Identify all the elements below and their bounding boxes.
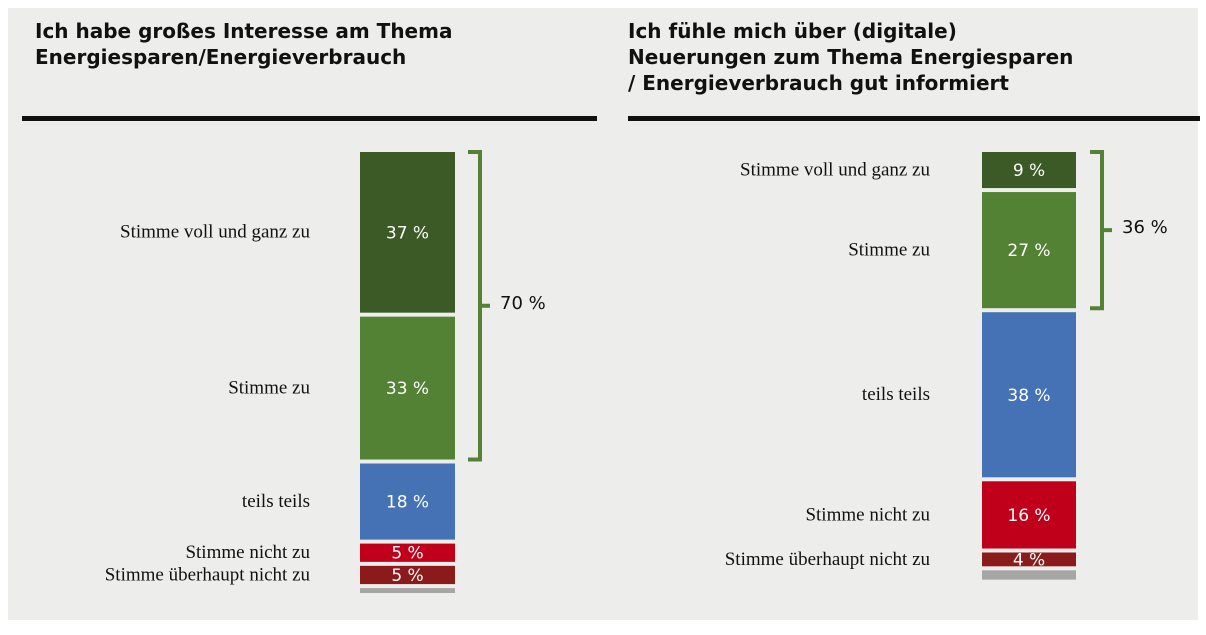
segment	[982, 570, 1076, 580]
value-label: 16 %	[1007, 506, 1050, 526]
category-label: Stimme überhaupt nicht zu	[725, 549, 931, 570]
segment	[982, 152, 1076, 189]
category-label: Stimme voll und ganz zu	[120, 222, 310, 243]
segment	[982, 481, 1076, 549]
segment	[360, 543, 455, 562]
bracket	[1090, 150, 1112, 311]
category-label: Stimme zu	[228, 377, 310, 398]
segment	[360, 152, 455, 313]
title-rule	[628, 116, 1200, 121]
value-label: 5 %	[391, 566, 423, 586]
segment	[982, 552, 1076, 567]
value-label: 38 %	[1007, 386, 1050, 406]
value-label: 37 %	[386, 223, 429, 243]
category-label: Stimme zu	[848, 239, 930, 260]
title-line: Neuerungen zum Thema Energiesparen	[628, 45, 1073, 69]
title-line: Ich habe großes Interesse am Thema	[35, 19, 452, 43]
bracket-label: 36 %	[1122, 217, 1168, 238]
chart-title: Ich fühle mich über (digitale) Neuerungen…	[628, 19, 1073, 95]
segment	[982, 192, 1076, 309]
title-line: Ich fühle mich über (digitale)	[628, 19, 957, 43]
value-label: 18 %	[386, 493, 429, 513]
segment	[360, 565, 455, 585]
chart-title: Ich habe großes Interesse am Thema Energi…	[35, 19, 452, 69]
segment	[982, 312, 1076, 478]
title-rule	[22, 116, 597, 121]
segment	[360, 588, 455, 593]
value-label: 9 %	[1013, 161, 1045, 181]
bracket	[468, 150, 490, 462]
value-label: 33 %	[386, 379, 429, 399]
category-label: teils teils	[242, 491, 310, 512]
value-label: 4 %	[1013, 550, 1045, 570]
category-label: Stimme nicht zu	[185, 542, 310, 563]
title-line: / Energieverbrauch gut informiert	[628, 71, 1009, 95]
value-label: 5 %	[391, 544, 423, 564]
category-label: teils teils	[862, 384, 930, 405]
value-label: 27 %	[1007, 241, 1050, 261]
segment	[360, 463, 455, 540]
title-line: Energiesparen/Energieverbrauch	[35, 45, 406, 69]
category-label: Stimme nicht zu	[805, 504, 930, 525]
segment	[360, 316, 455, 460]
category-label: Stimme überhaupt nicht zu	[105, 564, 311, 585]
bracket-label: 70 %	[500, 293, 546, 314]
category-label: Stimme voll und ganz zu	[740, 159, 930, 180]
